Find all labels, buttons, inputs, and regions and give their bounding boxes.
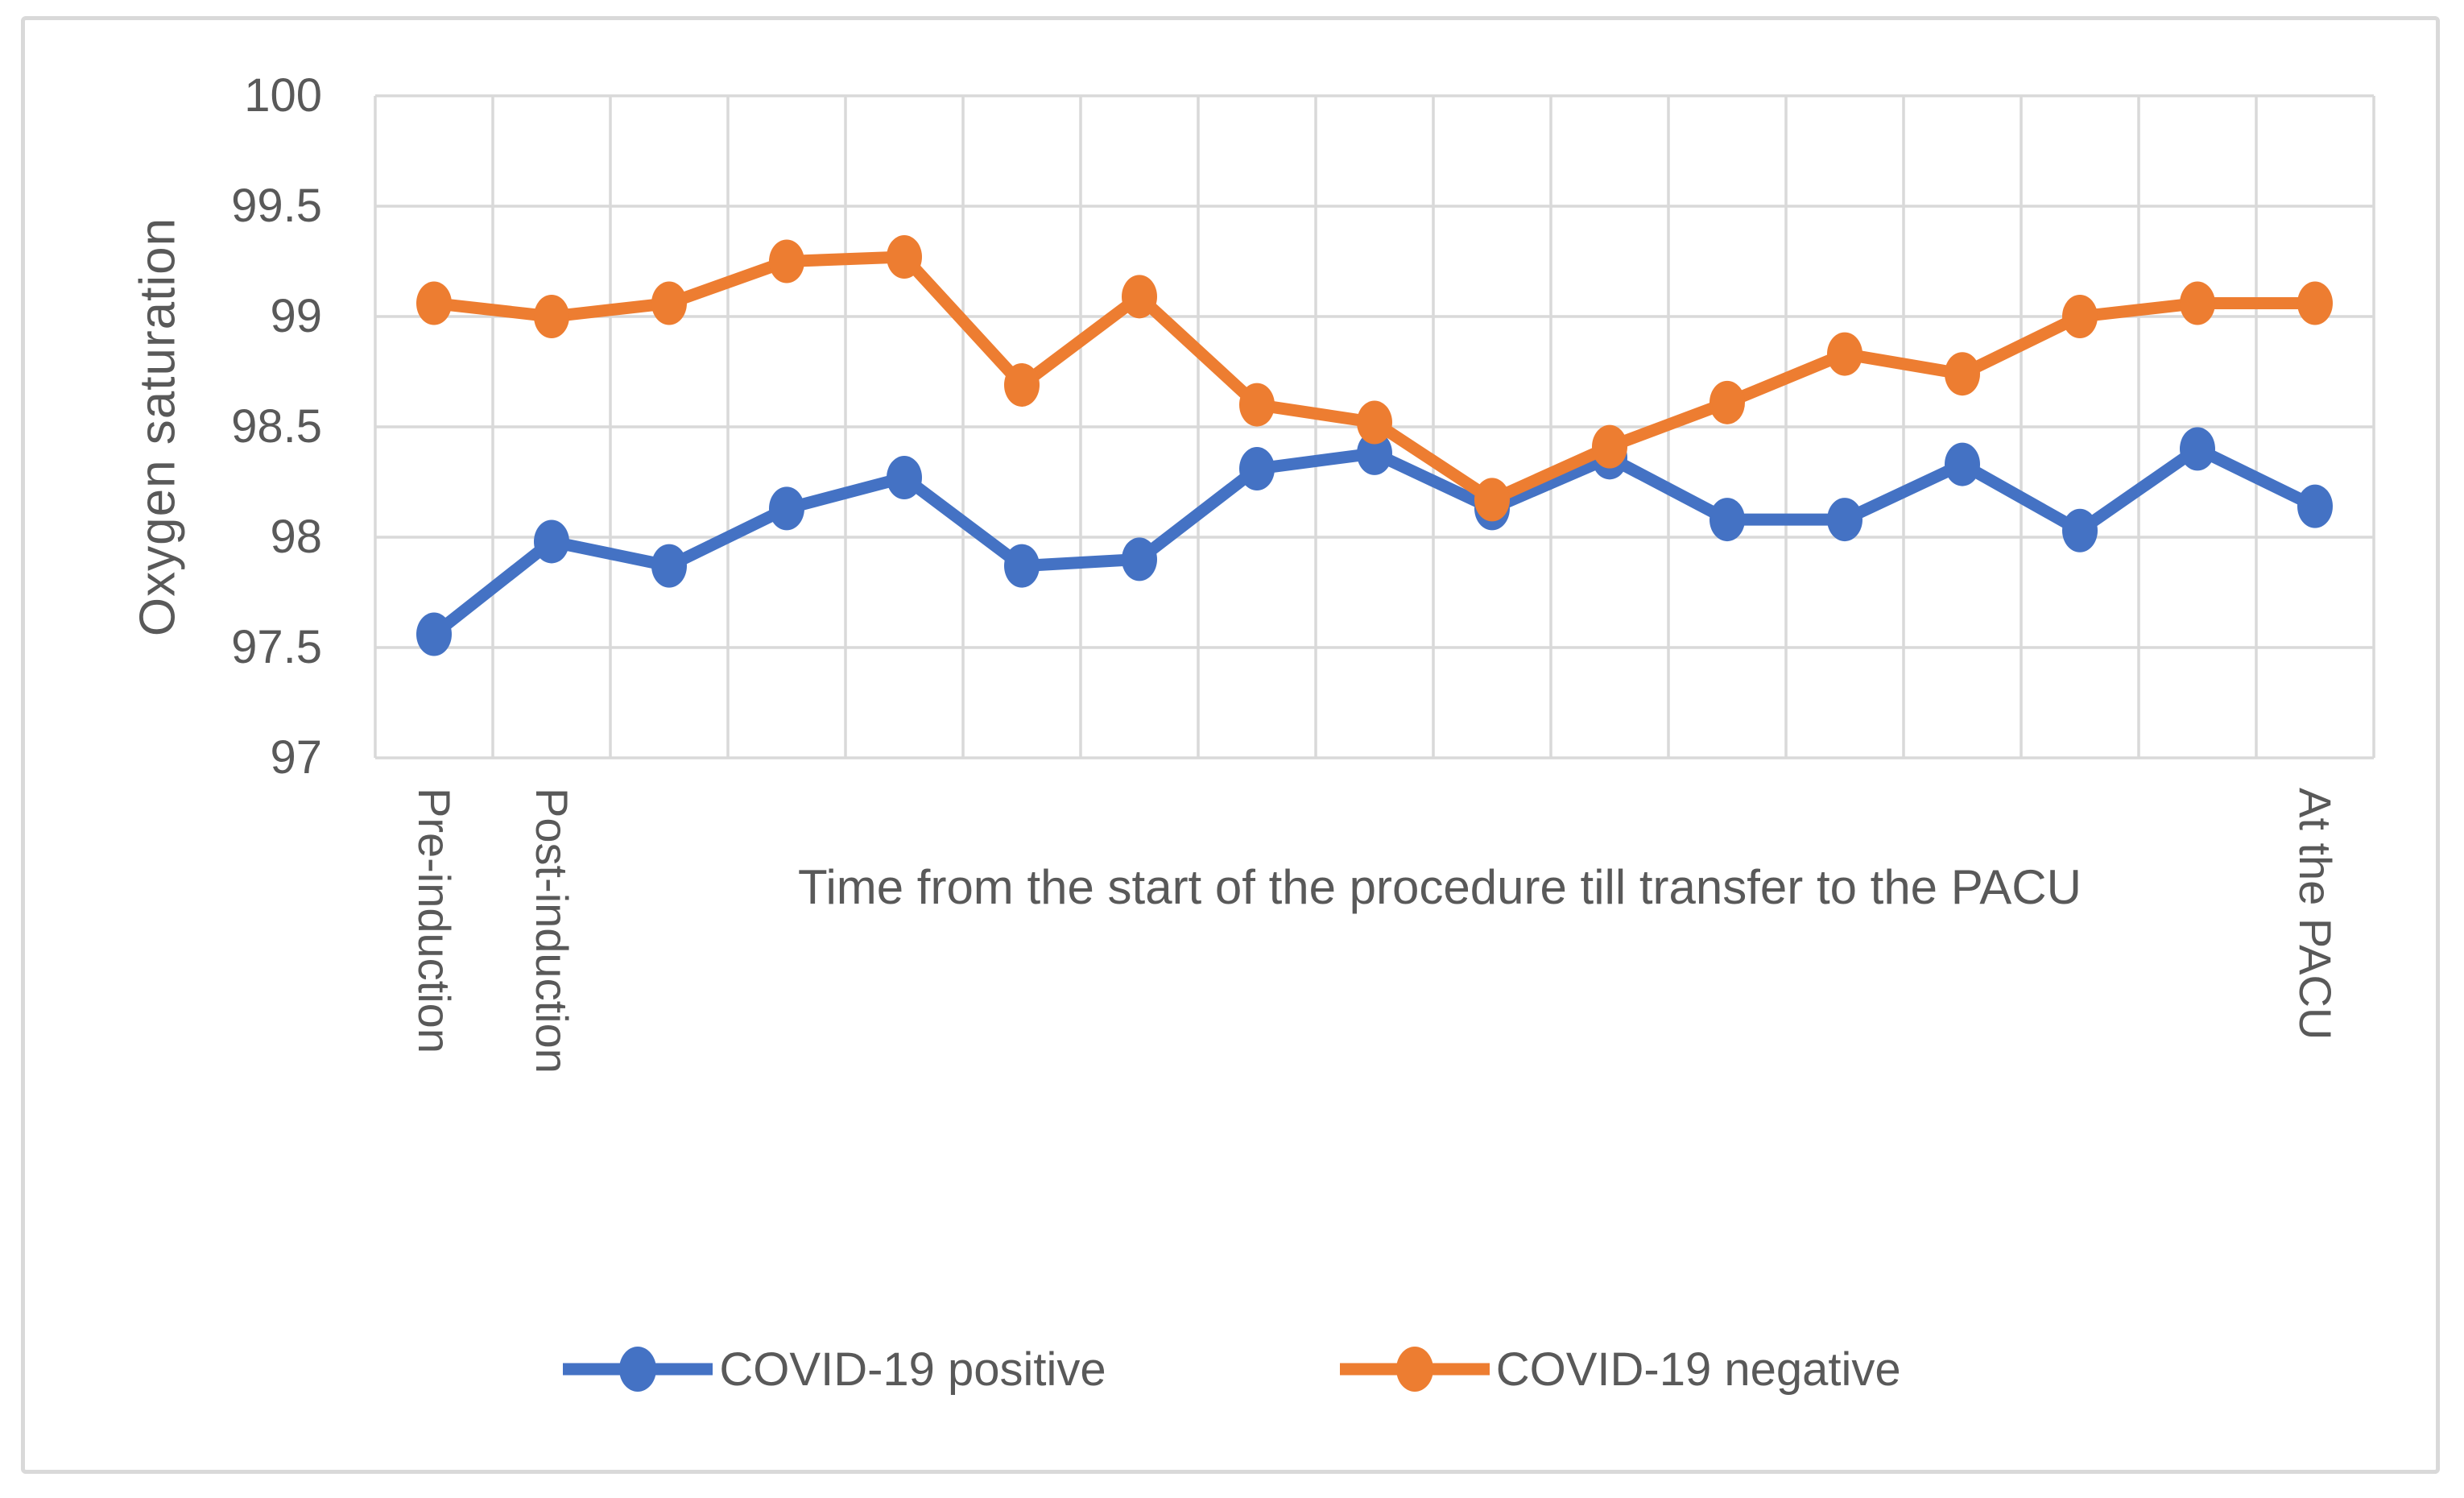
data-point-marker <box>1004 362 1040 407</box>
legend-item-covid-19-negative: COVID-19 negative <box>1339 1343 1901 1397</box>
data-point-marker <box>1592 424 1627 469</box>
legend-marker-icon <box>619 1347 657 1392</box>
data-point-marker <box>1710 380 1745 424</box>
data-point-marker <box>651 544 687 588</box>
y-tick-label: 97 <box>270 731 322 784</box>
legend-line-marker-swatch-negative <box>1339 1345 1490 1393</box>
data-point-marker <box>887 235 922 279</box>
legend-label-covid-19-negative: COVID-19 negative <box>1495 1343 1901 1396</box>
data-point-marker <box>2180 281 2215 325</box>
data-point-marker <box>1239 447 1275 491</box>
data-point-marker <box>534 295 569 338</box>
y-tick-label: 98 <box>270 511 322 563</box>
legend: COVID-19 positive COVID-19 negative <box>0 1330 2464 1408</box>
data-point-marker <box>2062 295 2098 338</box>
data-point-marker <box>1945 352 1980 396</box>
data-point-marker <box>769 486 804 531</box>
data-point-marker <box>1945 442 1980 486</box>
data-point-marker <box>1357 400 1392 445</box>
data-point-marker <box>1239 383 1275 427</box>
x-axis-title: Time from the start of the procedure til… <box>798 860 2082 914</box>
legend-marker-icon <box>1395 1347 1433 1392</box>
data-point-marker <box>1357 431 1392 475</box>
data-point-marker <box>2180 427 2215 471</box>
data-point-marker <box>534 519 569 564</box>
legend-line-marker-swatch-positive <box>563 1345 713 1393</box>
data-point-marker <box>1827 498 1862 542</box>
chart-border <box>21 16 2440 1474</box>
data-point-marker <box>416 612 452 656</box>
legend-item-covid-19-positive: COVID-19 positive <box>563 1343 1106 1397</box>
data-point-marker <box>1004 544 1040 588</box>
data-point-marker <box>1122 275 1157 319</box>
data-point-marker <box>2297 484 2333 528</box>
data-point-marker <box>651 281 687 325</box>
y-tick-label: 97.5 <box>231 621 322 673</box>
y-tick-label: 99 <box>270 290 322 342</box>
x-tick-label: Pre-induction <box>409 788 460 1053</box>
data-point-marker <box>1122 537 1157 581</box>
data-point-marker <box>887 456 922 500</box>
data-point-marker <box>1474 478 1510 522</box>
data-point-marker <box>416 281 452 325</box>
data-point-marker <box>2062 508 2098 552</box>
series-line-covid-19-positive <box>428 442 2321 641</box>
x-tick-label: At the PACU <box>2290 788 2341 1041</box>
legend-label-covid-19-positive: COVID-19 positive <box>719 1343 1106 1396</box>
data-point-marker <box>1710 498 1745 542</box>
data-point-marker <box>769 239 804 283</box>
y-tick-label: 98.5 <box>231 400 322 453</box>
y-tick-label: 99.5 <box>231 180 322 232</box>
data-point-marker <box>1827 332 1862 376</box>
data-point-marker <box>2297 281 2333 325</box>
x-tick-label: Post-induction <box>527 788 577 1074</box>
y-tick-label: 100 <box>244 69 322 122</box>
